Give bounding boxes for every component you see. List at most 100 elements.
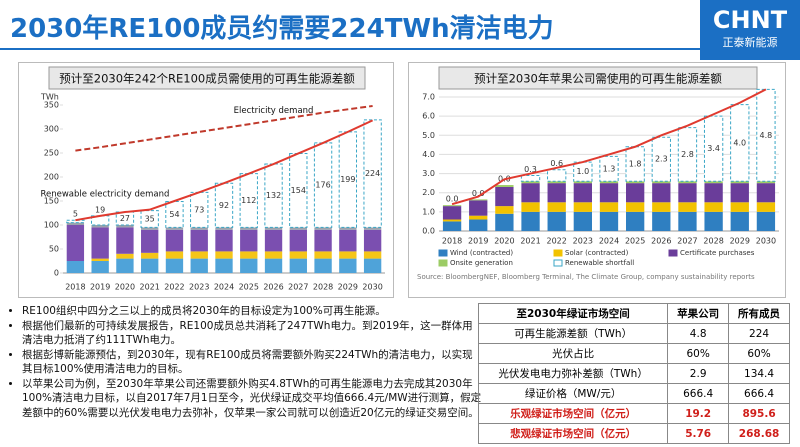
y-tick-label: 250 [44,149,59,158]
bar [626,183,645,203]
y-tick-label: 150 [44,197,59,206]
bar [165,251,184,259]
value-label: 54 [169,210,179,219]
bar [141,252,159,259]
bar [521,181,540,184]
y-tick-label: 0.0 [422,227,435,236]
bar [573,202,592,212]
x-tick-label: 2019 [468,237,488,246]
bar [91,225,109,228]
shortfall-bar [625,146,645,182]
x-tick-label: 2026 [651,237,671,246]
bar [730,181,749,184]
bar [626,211,645,231]
bar [289,258,307,273]
bar [704,211,723,231]
bar [469,219,488,231]
bar [573,181,592,184]
bar [264,229,283,252]
x-tick-label: 2026 [263,283,283,292]
bar [91,261,109,273]
bar [240,229,258,252]
legend-label: Wind (contracted) [450,249,513,257]
value-label: 1.0 [576,167,589,176]
bar [652,211,671,231]
bar [599,183,619,203]
legend-label: Renewable shortfall [565,259,634,267]
shortfall-bar [520,174,541,182]
table-header-cell: 所有成员 [728,303,790,324]
table-cell: 绿证价格（MW/元） [477,383,669,404]
value-label: 176 [315,181,330,190]
value-label: 92 [219,201,229,210]
bar [442,205,462,207]
bar [190,258,208,273]
x-tick-label: 2025 [625,237,645,246]
bar [495,185,514,187]
value-label: 0.6 [550,159,563,168]
table-row: 绿证价格（MW/元） 666.4 666.4 [477,383,790,404]
line [451,88,767,206]
y-tick-label: 300 [44,125,59,134]
shortfall-bar [313,142,333,228]
x-tick-label: 2019 [90,283,110,292]
x-tick-label: 2021 [520,237,540,246]
bar [66,225,85,261]
chart-right: 预计至2030年苹果公司需使用的可再生能源差额 0.0 1.0 2.0 3.0 4.0 5.… [408,62,786,298]
table-cell: 2.9 [667,363,730,384]
x-tick-label: 2028 [313,283,333,292]
bar [442,219,462,222]
bar [442,206,462,220]
logo-sub: 正泰新能源 [722,36,778,49]
legend-swatch [438,249,448,257]
shortfall-bar [289,152,308,228]
legend-label: Certificate purchases [680,249,755,257]
table: 至2030年绿证市场空间 苹果公司 所有成员 可再生能源差额（TWh） 4.8 224 光伏… [477,303,790,444]
bar [599,202,619,212]
logo: CHNT 正泰新能源 [700,0,800,60]
bar [116,253,134,259]
bullet: 根据彭博新能源预估，到2030年，现有RE100成员将需要额外购买224TWh的… [22,348,482,377]
value-label: 0.0 [472,189,485,198]
bar [240,227,258,230]
bar [469,200,488,216]
chart-title: 预计至2030年242个RE100成员需使用的可再生能源差额 [59,72,355,86]
table-cell: 悲观绿证市场空间（亿元） [477,423,669,444]
shortfall-bar [115,211,135,226]
x-tick-label: 2027 [288,283,308,292]
bar [626,181,645,184]
bar [469,199,488,201]
table-cell: 666.4 [728,383,790,404]
value-label: 132 [266,191,281,200]
value-label: 154 [291,186,306,195]
y-tick-label: 1.0 [422,207,435,216]
bar [442,221,462,231]
bar [190,251,208,259]
table-cell: 895.6 [728,403,790,424]
bar [240,251,258,259]
bar [573,183,592,203]
shortfall-bar [214,182,234,228]
value-label: 1.3 [603,164,616,173]
legend-swatch [668,249,678,257]
bar [190,229,208,252]
bar [678,183,697,203]
line [75,119,374,222]
rule [0,48,700,50]
bar [730,211,749,231]
bar [141,258,159,273]
bar [495,186,514,207]
shortfall-bar [756,88,776,182]
legend-swatch [438,259,448,267]
bar [652,181,671,184]
bar [289,229,307,252]
title: 2030年RE100成员约需要224TWh清洁电力 [10,14,554,44]
table-cell: 可再生能源差额（TWh） [477,323,669,344]
shortfall-bar [573,161,593,182]
bar [521,211,540,231]
bar [678,202,697,212]
x-tick-label: 2022 [547,237,567,246]
bar [314,229,332,252]
bar [652,183,671,203]
x-tick-label: 2030 [756,237,776,246]
